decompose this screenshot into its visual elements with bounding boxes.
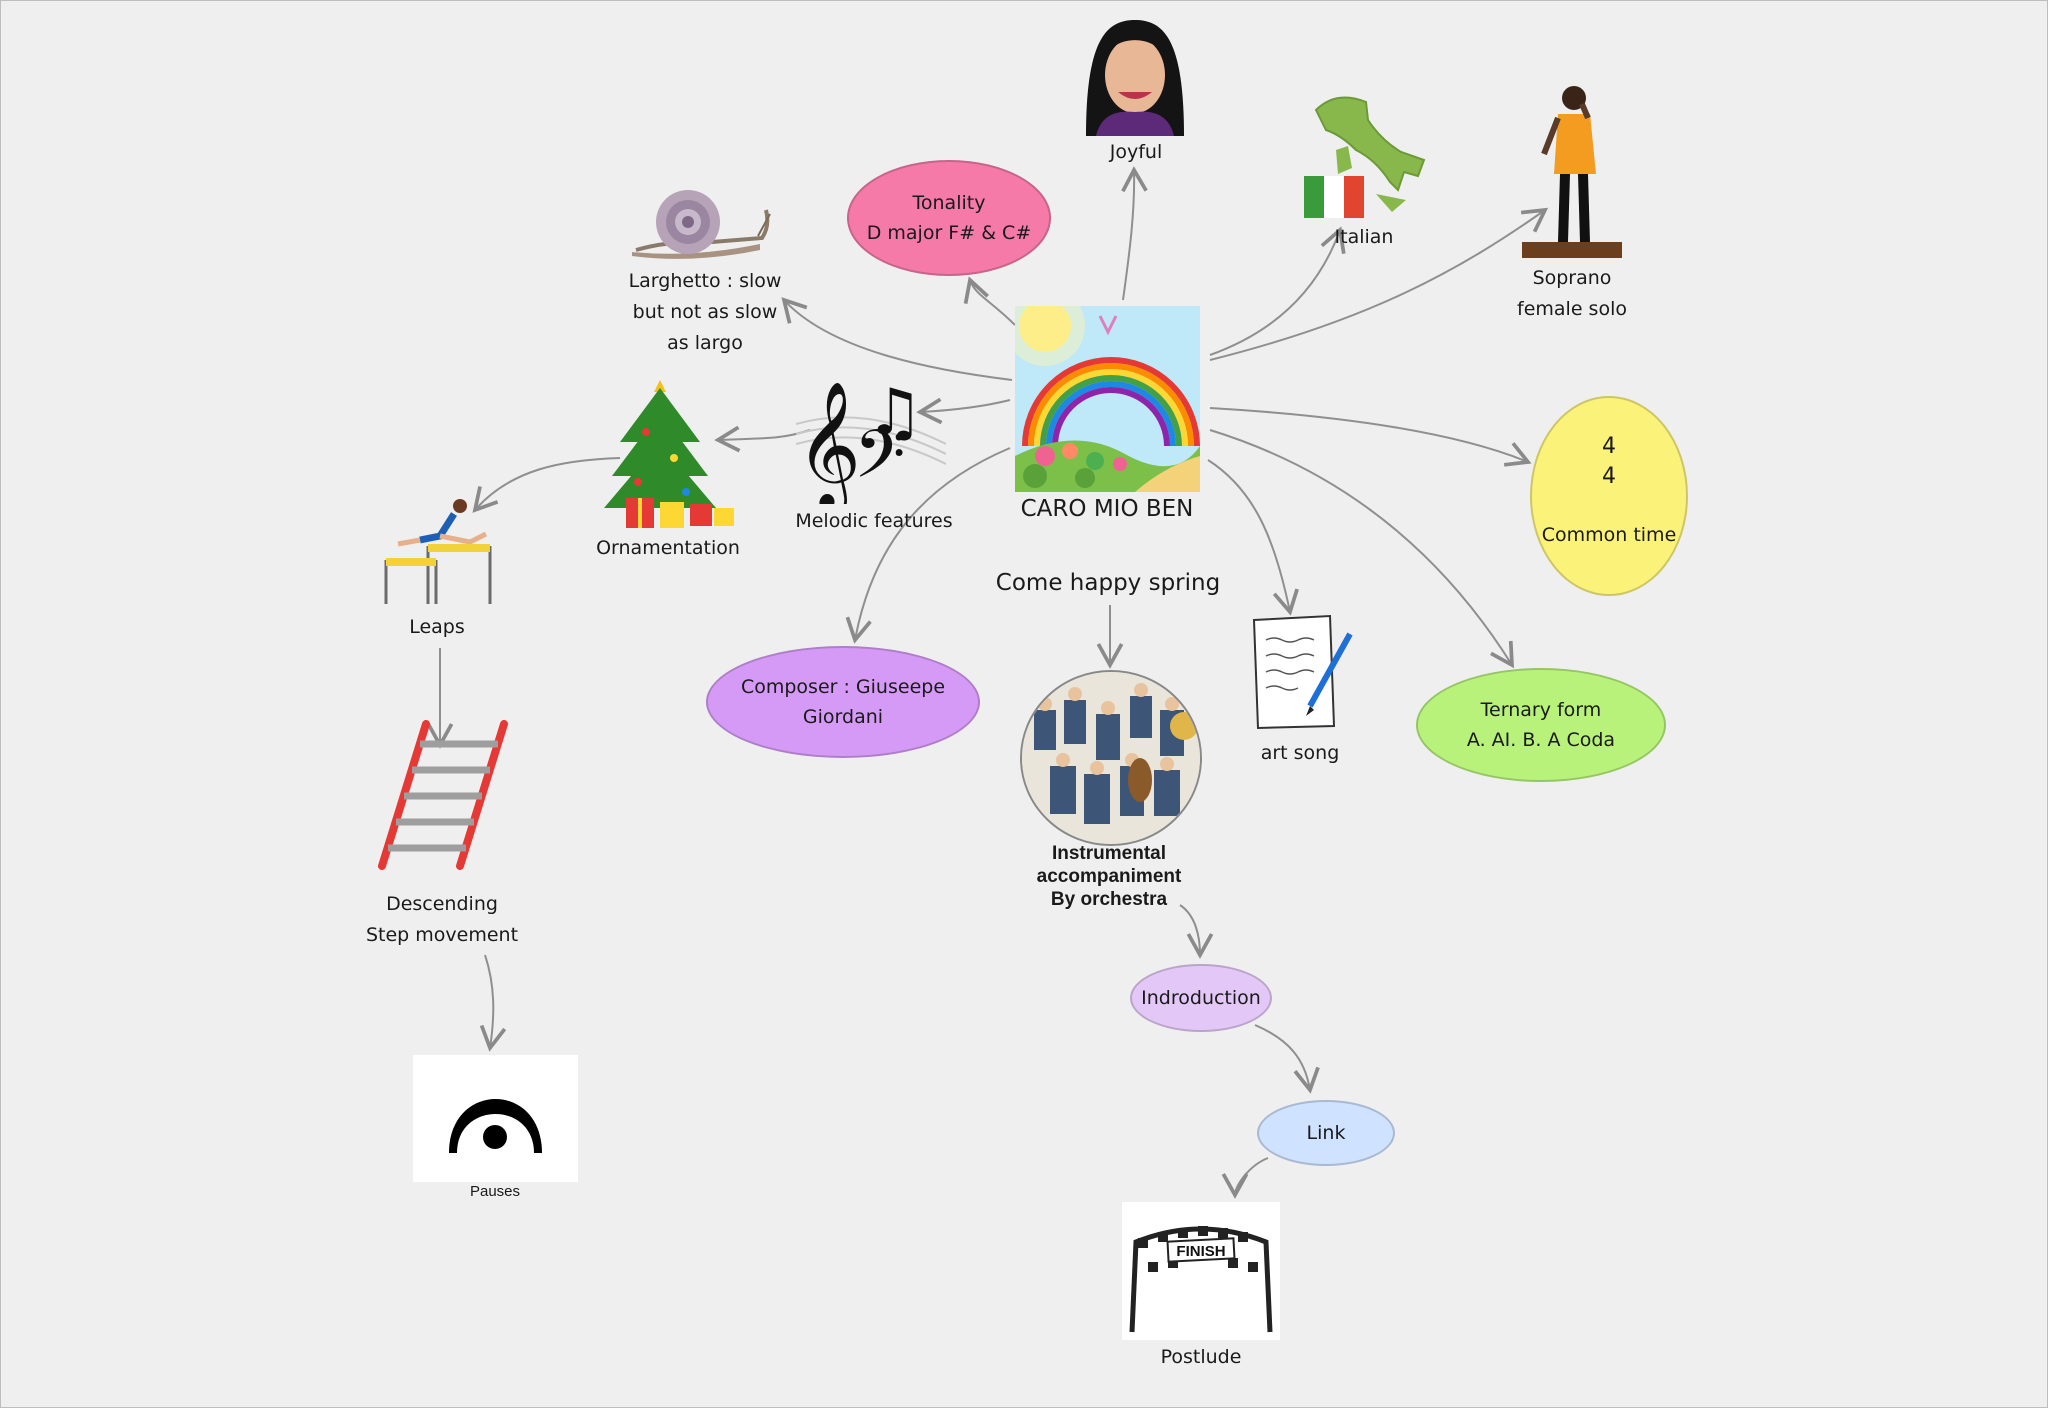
edge-tonality [963, 276, 1016, 326]
center-title: CARO MIO BEN [1020, 496, 1194, 522]
pauses-label: Pauses [469, 1183, 521, 1200]
leaps-label: Leaps [409, 616, 465, 638]
orchestra-image [1020, 670, 1202, 846]
edge-link [1254, 1024, 1320, 1094]
joyful-label: Joyful [1109, 141, 1163, 163]
snail-image [632, 190, 771, 259]
link-bubble: Link [1257, 1100, 1395, 1166]
art-song-label: art song [1260, 742, 1340, 764]
edge-pauses [479, 954, 507, 1052]
svg-text:𝄞: 𝄞 [796, 380, 861, 504]
finish-banner-image: FINISH [1122, 1202, 1280, 1340]
svg-text:𝄢: 𝄢 [854, 416, 905, 504]
soprano-label: Soprano female solo [1517, 267, 1627, 320]
edge-melodic [916, 397, 1011, 425]
center-subtitle: Come happy spring [995, 570, 1221, 596]
edge-soprano [1209, 207, 1549, 361]
hurdler-image [384, 499, 492, 604]
edge-intro [1179, 904, 1214, 959]
ternary-form-bubble: Ternary form A. AI. B. A Coda [1416, 668, 1666, 782]
edge-joyful [1121, 166, 1148, 301]
singer-image [1522, 86, 1622, 258]
time-signature-top: 4 [1602, 434, 1616, 459]
melodic-features-label: Melodic features [795, 510, 953, 532]
fermata-icon [413, 1055, 578, 1182]
larghetto-label: Larghetto : slow but not as slow as larg… [628, 270, 782, 354]
clefs-notes-image: 𝄞 𝄢 ♫ [796, 376, 946, 504]
italy-map-image [1314, 96, 1426, 212]
descending-label: Descending Step movement [365, 893, 519, 946]
time-signature-bottom: 4 [1602, 464, 1616, 489]
edge-ternary [1209, 429, 1515, 669]
common-time-bubble: 4 4 Common time [1530, 396, 1688, 596]
instrumental-label: Instrumental accompaniment By orchestra [1036, 843, 1182, 910]
edge-postlude [1221, 1157, 1269, 1199]
edge-time [1209, 407, 1532, 467]
edge-leaps [472, 457, 621, 513]
composer-bubble: Composer : Giuseepe Giordani [706, 646, 980, 758]
finish-banner-text: FINISH [1176, 1243, 1225, 1260]
paper-pen-image [1252, 614, 1353, 730]
woman-portrait-image [1086, 20, 1184, 136]
italy-flag-icon [1304, 176, 1364, 218]
tonality-bubble: Tonality D major F# & C# [847, 160, 1051, 276]
ladder-image [378, 720, 508, 870]
edge-italian [1209, 226, 1346, 356]
svg-text:♫: ♫ [866, 376, 923, 450]
introduction-bubble: Indroduction [1130, 964, 1272, 1032]
postlude-label: Postlude [1160, 1346, 1242, 1368]
italian-label: Italian [1334, 226, 1394, 248]
rainbow-image [1015, 306, 1200, 492]
edge-composer [845, 447, 1011, 644]
ornamentation-label: Ornamentation [596, 537, 740, 559]
christmas-tree-image [604, 380, 734, 528]
edge-artsong [1207, 459, 1299, 616]
edge-larghetto [781, 297, 1013, 381]
common-time-label: Common time [1541, 524, 1677, 546]
